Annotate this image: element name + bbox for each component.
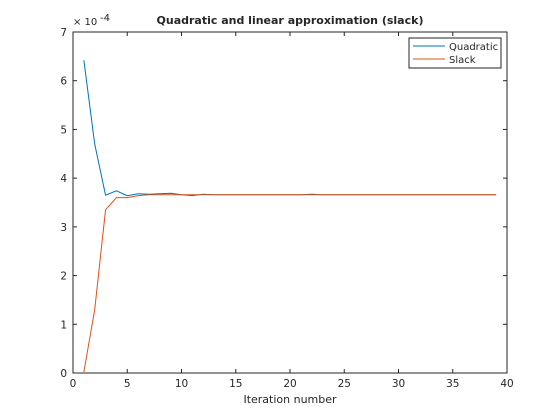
plot-area bbox=[73, 32, 507, 373]
x-tick-label: 40 bbox=[500, 378, 513, 390]
x-tick-label: 5 bbox=[124, 378, 131, 390]
x-tick-label: 35 bbox=[446, 378, 459, 390]
y-tick-label: 4 bbox=[60, 173, 67, 185]
x-tick-label: 10 bbox=[175, 378, 188, 390]
legend: Quadratic Slack bbox=[408, 37, 502, 69]
y-tick-label: 5 bbox=[60, 124, 67, 136]
legend-label-quadratic: Quadratic bbox=[449, 42, 498, 53]
y-exponent-base: × 10 bbox=[73, 17, 97, 28]
legend-label-slack: Slack bbox=[449, 55, 476, 66]
series-line-slack bbox=[83, 194, 497, 373]
y-tick-label: 6 bbox=[60, 76, 67, 88]
y-exponent-power: -4 bbox=[100, 13, 110, 24]
y-tick-label: 2 bbox=[60, 271, 67, 283]
chart-title: Quadratic and linear approximation (slac… bbox=[157, 14, 424, 27]
legend-box bbox=[408, 37, 502, 69]
y-tick-label: 7 bbox=[60, 27, 67, 39]
series-layer bbox=[83, 60, 497, 373]
x-tick-label: 20 bbox=[283, 378, 296, 390]
y-tick-label: 3 bbox=[60, 222, 67, 234]
x-tick-label: 25 bbox=[338, 378, 351, 390]
y-tick-label: 0 bbox=[60, 368, 67, 380]
x-tick-label: 0 bbox=[70, 378, 77, 390]
x-axis-label: Iteration number bbox=[243, 393, 337, 406]
x-tick-label: 30 bbox=[392, 378, 405, 390]
axes-layer: 0 5 10 15 20 25 30 35 40 0 1 2 3 4 5 6 7 bbox=[60, 27, 513, 390]
x-tick-label: 15 bbox=[229, 378, 242, 390]
y-exponent: × 10 -4 bbox=[73, 13, 110, 28]
y-tick-label: 1 bbox=[60, 319, 67, 331]
